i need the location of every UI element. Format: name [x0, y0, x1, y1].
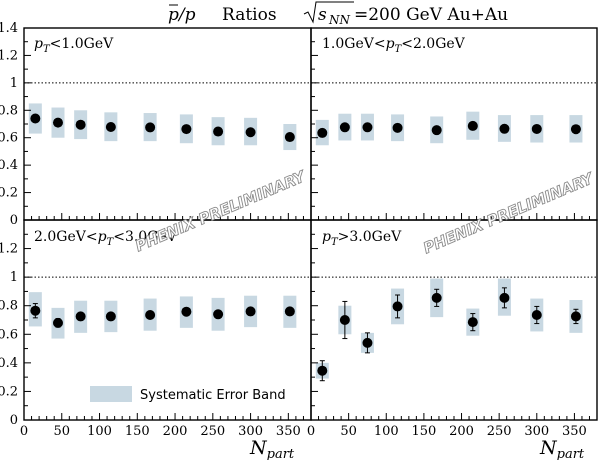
ytick-label-p1-4: 0.8 [0, 103, 18, 118]
data-point-p3-4 [145, 310, 156, 320]
data-point-p3-6 [213, 309, 224, 320]
xtick-label-p3-5: 250 [200, 424, 225, 439]
ytick-label-p3-6: 1.2 [0, 242, 18, 257]
ytick-label-p1-1: 0.2 [0, 186, 18, 201]
data-point-p1-8 [284, 132, 295, 143]
ytick-label-p1-7: 1.4 [0, 21, 18, 36]
svg-text:p/p Ratios s: p/p Ratios s NN =200 GeV Au+Au [168, 5, 508, 29]
data-point-p1-3 [105, 122, 116, 133]
title-energy: =200 GeV Au+Au [354, 5, 508, 25]
xtick-label-p3-7: 350 [276, 424, 301, 439]
data-point-p2-8 [570, 124, 581, 135]
xtick-label-p4-5: 250 [487, 424, 512, 439]
data-point-p3-8 [284, 306, 295, 317]
data-point-p2-6 [499, 123, 510, 134]
ytick-label-p3-1: 0.2 [0, 384, 18, 399]
xtick-label-p4-4: 200 [449, 424, 474, 439]
xtick-label-p4-3: 150 [411, 424, 436, 439]
ytick-label-p1-5: 1 [10, 76, 18, 91]
data-point-p3-7 [245, 306, 256, 317]
chart-title: p/p Ratios s NN =200 GeV Au+Au [168, 1, 508, 29]
data-point-p4-3 [392, 301, 403, 312]
ytick-label-p3-4: 0.8 [0, 299, 18, 314]
svg-text:pT>3.0GeV: pT>3.0GeV [322, 229, 402, 248]
data-point-p1-7 [245, 127, 256, 138]
panel-frame-4 [310, 219, 598, 421]
title-sqrt-s: s [318, 5, 327, 25]
panel-label-4: pT>3.0GeV [322, 229, 402, 248]
x-axis-label-left: Npart [249, 437, 295, 460]
title-ratios-word: Ratios [222, 5, 277, 25]
data-point-p1-1 [52, 117, 63, 128]
xtick-label-p4-0: 0 [307, 424, 315, 439]
title-sqrt-sign [303, 1, 354, 24]
data-point-p2-7 [531, 123, 542, 134]
x-axis-label-right: Npart [539, 437, 585, 460]
watermark-left: PHENIX PRELIMINARY [133, 167, 310, 256]
xtick-label-p4-6: 300 [524, 424, 549, 439]
title-ratio: p/p [168, 5, 196, 25]
panel-label-2: 1.0GeV<pT<2.0GeV [322, 36, 466, 55]
data-point-p2-3 [392, 122, 403, 133]
ytick-label-p3-0: 0 [10, 413, 18, 428]
xtick-label-p3-0: 0 [20, 424, 28, 439]
ytick-label-p1-6: 1.2 [0, 48, 18, 63]
xtick-label-p3-3: 150 [125, 424, 150, 439]
data-point-p4-0 [317, 365, 328, 376]
data-point-p3-3 [105, 311, 116, 322]
data-point-p1-4 [145, 122, 156, 133]
data-point-p3-0 [30, 305, 41, 316]
legend-swatch [90, 386, 132, 402]
data-point-p2-5 [467, 120, 478, 131]
data-point-p1-5 [181, 124, 192, 135]
xtick-label-p3-2: 100 [87, 424, 112, 439]
data-point-p4-8 [570, 311, 581, 322]
ytick-label-p1-0: 0 [10, 213, 18, 228]
data-point-p4-7 [531, 310, 542, 320]
data-point-p3-5 [181, 306, 192, 317]
ytick-label-p1-3: 0.6 [0, 131, 18, 146]
data-point-p4-1 [339, 315, 350, 325]
svg-text:pT<1.0GeV: pT<1.0GeV [34, 36, 114, 55]
data-point-p2-4 [431, 125, 442, 136]
markers-layer [30, 113, 581, 382]
data-point-p3-2 [75, 311, 86, 322]
panel-label-3: 2.0GeV<pT<3.0GeV [34, 229, 178, 248]
panel-label-1: pT<1.0GeV [34, 36, 114, 55]
data-point-p3-1 [52, 317, 63, 328]
reference-lines-layer [24, 82, 597, 278]
watermark-right: PHENIX PRELIMINARY [421, 169, 598, 258]
xtick-label-p4-2: 100 [374, 424, 399, 439]
xtick-label-p3-4: 200 [163, 424, 188, 439]
axes-layer: 0 0.2 0.4 0.6 0.8 1 1.2 1.4 0 0.2 0.4 0.6 0.8 1 1.2 0 50… [0, 21, 598, 439]
svg-text:1.0GeV<pT<2.0GeV: 1.0GeV<pT<2.0GeV [322, 36, 466, 55]
ytick-label-p1-2: 0.4 [0, 158, 18, 173]
data-point-p4-4 [431, 292, 442, 303]
xtick-label-p4-7: 350 [562, 424, 587, 439]
svg-text:2.0GeV<pT<3.0GeV: 2.0GeV<pT<3.0GeV [34, 229, 178, 248]
legend-label: Systematic Error Band [140, 388, 286, 403]
data-point-p4-5 [467, 317, 478, 328]
data-point-p1-2 [75, 119, 86, 130]
ytick-label-p3-3: 0.6 [0, 327, 18, 342]
xtick-label-p3-1: 50 [53, 424, 70, 439]
data-point-p2-1 [339, 122, 350, 133]
data-point-p4-6 [499, 292, 510, 303]
data-point-p4-2 [362, 337, 373, 348]
xtick-label-p3-6: 300 [238, 424, 263, 439]
data-point-p1-6 [213, 126, 224, 137]
xtick-label-p4-1: 50 [340, 424, 357, 439]
ytick-label-p3-2: 0.4 [0, 356, 18, 371]
data-point-p2-0 [317, 127, 328, 138]
data-point-p1-0 [30, 113, 41, 124]
data-point-p2-2 [362, 122, 373, 133]
title-sqrt-sub: NN [328, 13, 351, 27]
ytick-label-p3-5: 1 [10, 270, 18, 285]
